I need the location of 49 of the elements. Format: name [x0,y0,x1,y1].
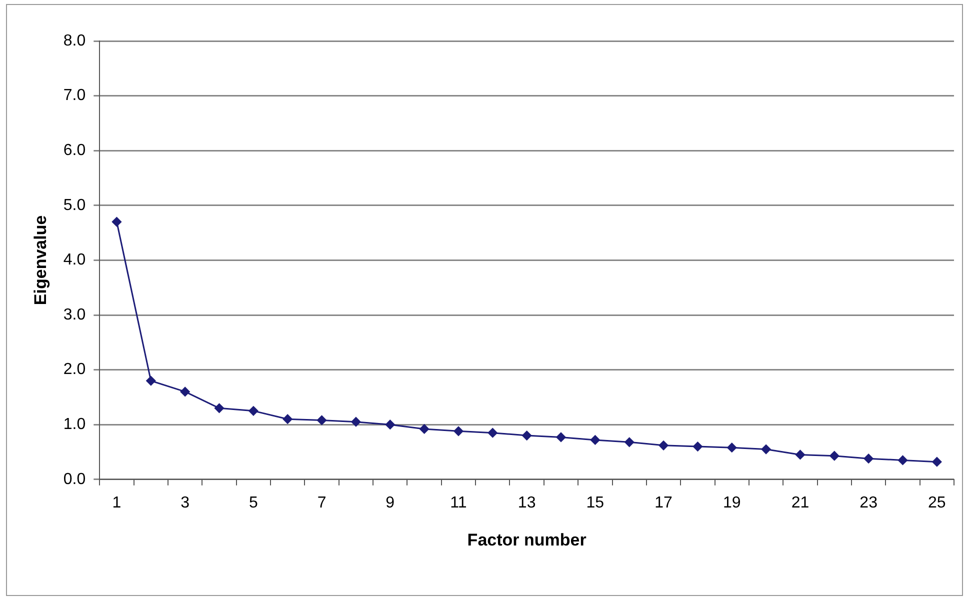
y-tick-label: 1.0 [63,416,86,434]
point [932,457,942,467]
x-tick-label: 21 [791,494,810,512]
point [317,415,327,425]
x-tick-label: 25 [928,494,946,512]
point [454,426,464,436]
point [180,386,190,396]
x-tick-label: 7 [317,494,326,512]
y-tick-label: 4.0 [63,252,86,269]
x-tick-label: 1 [112,494,122,512]
point [658,440,668,450]
point [761,444,771,454]
point [146,376,156,386]
point [522,430,532,440]
y-axis-title: Eigenvalue [30,215,50,306]
point [898,455,908,465]
point [282,414,292,424]
point [420,424,430,434]
x-axis-title: Factor number [467,530,587,550]
y-tick-label: 5.0 [63,196,86,214]
point [864,454,874,464]
point [795,450,805,460]
y-tick-label: 6.0 [63,142,86,160]
point [488,428,498,438]
x-tick-label: 5 [248,494,258,512]
y-tick-label: 8.0 [63,32,86,50]
y-tick-label: 3.0 [63,306,86,324]
point [556,432,566,442]
point [830,451,840,461]
point [385,420,395,430]
x-tick-label: 9 [386,494,395,512]
x-tick-label: 19 [722,494,741,512]
x-tick-label: 23 [860,494,878,512]
x-tick-label: 3 [180,494,190,512]
point [214,403,224,413]
point [590,435,600,445]
y-tick-label: 0.0 [63,470,86,488]
point [248,406,258,416]
x-tick-label: 17 [654,494,673,512]
x-tick-label: 15 [586,494,604,512]
point [624,437,634,447]
x-tick-label: 13 [518,494,536,512]
x-tick-label: 11 [450,494,467,512]
y-tick-label: 2.0 [63,361,86,378]
point [351,417,361,427]
point [727,442,737,452]
y-tick-label: 7.0 [63,87,86,104]
point [692,442,702,452]
point [112,217,122,227]
